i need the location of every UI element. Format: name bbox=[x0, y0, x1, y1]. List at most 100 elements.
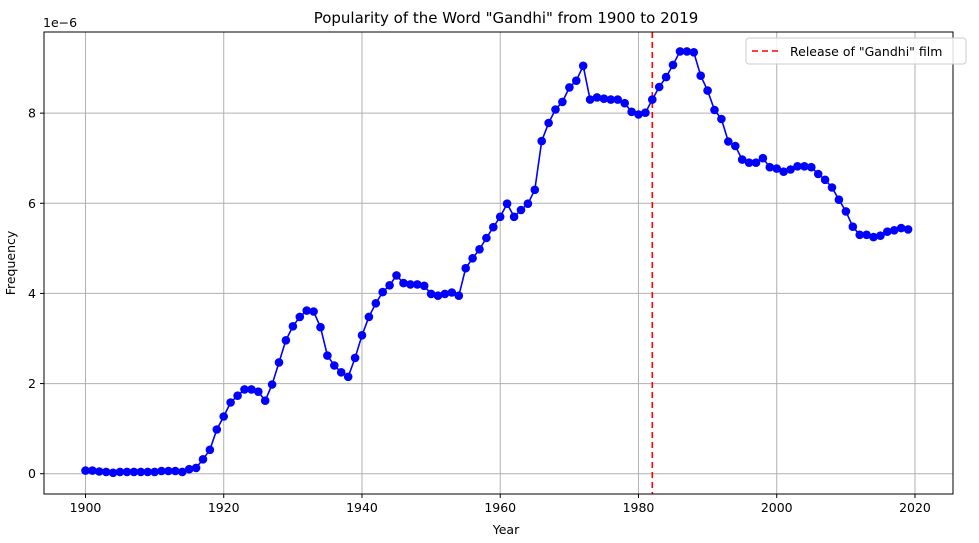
data-point-marker bbox=[841, 207, 851, 216]
data-point-marker bbox=[523, 199, 533, 208]
data-point-marker bbox=[585, 95, 595, 104]
x-tick-label: 2000 bbox=[761, 500, 793, 515]
data-point-marker bbox=[834, 195, 844, 204]
data-point-marker bbox=[392, 271, 401, 280]
data-point-marker bbox=[648, 95, 657, 104]
data-point-marker bbox=[489, 222, 498, 232]
data-point-marker bbox=[786, 165, 795, 174]
data-point-marker bbox=[848, 222, 858, 231]
data-point-marker bbox=[855, 230, 864, 240]
x-tick-label: 2020 bbox=[899, 500, 931, 515]
data-point-marker bbox=[309, 307, 318, 316]
data-point-marker bbox=[689, 48, 699, 57]
data-point-marker bbox=[288, 322, 298, 331]
data-point-marker bbox=[675, 47, 685, 56]
data-point-marker bbox=[316, 322, 325, 332]
y-tick-label: 8 bbox=[28, 106, 36, 121]
x-tick-label: 1980 bbox=[623, 500, 655, 515]
data-point-marker bbox=[903, 225, 913, 234]
data-point-marker bbox=[682, 47, 692, 56]
data-point-marker bbox=[654, 82, 664, 92]
data-point-marker bbox=[461, 263, 471, 273]
data-point-marker bbox=[668, 60, 678, 70]
x-tick-label: 1920 bbox=[208, 500, 240, 515]
data-point-marker bbox=[164, 466, 173, 476]
data-point-marker bbox=[88, 466, 97, 475]
data-point-marker bbox=[364, 312, 374, 322]
data-point-marker bbox=[240, 385, 249, 394]
legend-item-label: Release of "Gandhi" film bbox=[790, 44, 942, 59]
data-point-marker bbox=[426, 289, 436, 299]
data-point-marker bbox=[378, 287, 388, 297]
data-point-marker bbox=[862, 230, 871, 240]
data-point-marker bbox=[537, 136, 546, 146]
data-point-marker bbox=[717, 114, 726, 124]
legend-box bbox=[745, 37, 967, 65]
data-point-marker bbox=[758, 153, 768, 163]
x-axis-label: Year bbox=[492, 522, 520, 537]
data-point-marker bbox=[813, 169, 823, 179]
data-point-marker bbox=[495, 212, 505, 222]
data-point-marker bbox=[613, 95, 622, 104]
data-point-marker bbox=[136, 467, 146, 477]
data-point-marker bbox=[350, 353, 360, 363]
data-point-marker bbox=[330, 361, 339, 370]
data-point-marker bbox=[599, 94, 609, 103]
data-point-marker bbox=[454, 291, 464, 301]
data-point-marker bbox=[108, 468, 118, 478]
data-point-marker bbox=[703, 86, 712, 95]
data-point-marker bbox=[150, 467, 159, 477]
chart-title: Popularity of the Word "Gandhi" from 190… bbox=[314, 9, 699, 27]
data-point-marker bbox=[171, 466, 180, 476]
data-point-marker bbox=[772, 164, 781, 173]
data-point-marker bbox=[295, 312, 305, 322]
data-point-marker bbox=[731, 141, 740, 151]
y-axis-label: Frequency bbox=[3, 230, 18, 295]
data-point-marker bbox=[592, 93, 602, 102]
data-point-marker bbox=[889, 226, 899, 235]
data-point-marker bbox=[419, 281, 429, 291]
data-point-marker bbox=[336, 368, 346, 377]
data-point-marker bbox=[502, 199, 512, 208]
data-point-marker bbox=[343, 372, 353, 382]
y-axis-ticks: 0 2 4 6 8 bbox=[28, 106, 44, 481]
data-point-marker bbox=[876, 231, 885, 240]
data-point-marker bbox=[385, 281, 394, 290]
data-point-marker bbox=[475, 245, 484, 254]
plot-frame bbox=[43, 31, 954, 495]
data-point-marker bbox=[800, 162, 809, 171]
x-tick-label: 1940 bbox=[346, 500, 378, 515]
data-point-marker bbox=[447, 288, 457, 297]
data-point-marker bbox=[205, 445, 215, 455]
data-point-marker bbox=[820, 175, 830, 185]
data-point-marker bbox=[274, 358, 284, 367]
data-point-marker bbox=[516, 205, 526, 215]
data-point-marker bbox=[191, 463, 201, 473]
y-scale-label: 1e−6 bbox=[43, 15, 77, 30]
data-point-marker bbox=[482, 233, 491, 243]
data-point-marker bbox=[710, 105, 719, 115]
data-point-marker bbox=[509, 212, 519, 222]
data-point-marker bbox=[122, 467, 132, 477]
data-point-marker bbox=[323, 351, 332, 360]
data-point-marker bbox=[558, 97, 567, 107]
data-point-marker bbox=[440, 289, 450, 299]
data-point-marker bbox=[357, 331, 367, 340]
data-point-marker bbox=[744, 158, 754, 167]
data-point-marker bbox=[765, 162, 775, 172]
data-point-marker bbox=[565, 83, 574, 92]
data-point-marker bbox=[101, 467, 111, 477]
data-point-marker bbox=[634, 110, 643, 119]
data-point-marker bbox=[544, 118, 553, 128]
data-point-marker bbox=[129, 467, 139, 477]
data-point-marker bbox=[115, 467, 125, 477]
data-point-marker bbox=[219, 412, 228, 421]
data-point-marker bbox=[827, 183, 837, 192]
data-point-marker bbox=[178, 467, 187, 477]
x-tick-label: 1960 bbox=[484, 500, 516, 515]
data-point-marker bbox=[779, 167, 788, 176]
data-point-marker bbox=[281, 336, 291, 345]
data-point-marker bbox=[530, 185, 540, 195]
data-point-marker bbox=[212, 425, 222, 434]
data-point-marker bbox=[551, 105, 560, 114]
